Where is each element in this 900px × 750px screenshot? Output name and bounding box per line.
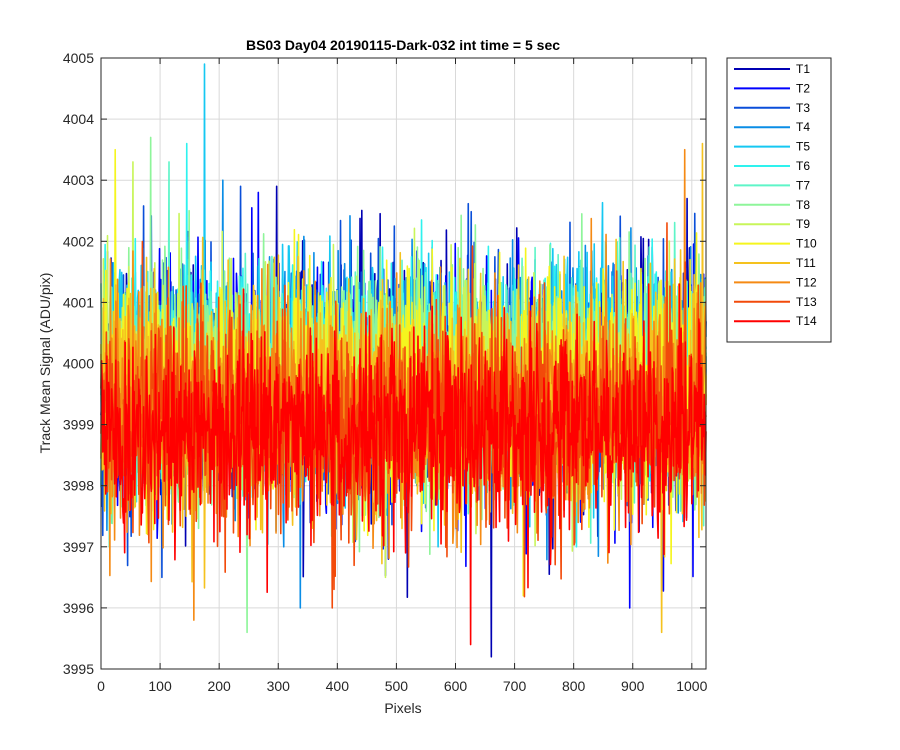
y-tick-label: 3996 [63,600,94,616]
legend-label: T11 [796,256,816,270]
legend-entry-t6: T6 [734,159,810,173]
legend-entry-t13: T13 [734,295,817,309]
y-tick-label: 3999 [63,417,94,433]
y-tick-label: 4002 [63,233,94,249]
legend-entry-t10: T10 [734,237,817,251]
y-tick-label: 3995 [63,661,94,677]
x-tick-label: 700 [503,678,527,694]
legend-label: T6 [796,159,810,173]
series-group [100,63,707,658]
legend-entry-t14: T14 [734,314,817,328]
x-tick-label: 0 [97,678,105,694]
series-line-t14 [100,283,707,646]
y-tick-label: 3997 [63,539,94,555]
legend: T1 T2 T3 T4 T5 T6 T7 T8 T9 T10 T11 T12 T13 T14 [726,57,832,343]
legend-entry-t7: T7 [734,178,810,192]
x-tick-label: 800 [562,678,586,694]
legend-entry-t1: T1 [734,62,810,76]
legend-entry-t11: T11 [734,256,816,270]
legend-label: T8 [796,198,810,212]
y-tick-label: 3998 [63,478,94,494]
y-tick-label: 4004 [63,111,94,127]
y-tick-label: 4003 [63,172,94,188]
legend-label: T1 [796,62,810,76]
x-axis-label: Pixels [384,700,421,716]
legend-entry-t5: T5 [734,140,810,154]
chart-title: BS03 Day04 20190115-Dark-032 int time = … [246,37,560,53]
y-tick-label: 4001 [63,294,94,310]
legend-label: T13 [796,295,817,309]
x-tick-label: 500 [385,678,409,694]
legend-label: T12 [796,275,817,289]
y-axis-label: Track Mean Signal (ADU/pix) [37,273,53,454]
legend-label: T7 [796,178,810,192]
x-tick-label: 200 [207,678,231,694]
legend-label: T9 [796,217,810,231]
legend-entry-t9: T9 [734,217,810,231]
ticks: 0 100 200 300 400 500 600 700 800 900 1000 3995 3996… [63,50,708,694]
y-tick-label: 4000 [63,356,94,372]
legend-label: T10 [796,237,817,251]
legend-entry-t12: T12 [734,275,817,289]
legend-box [726,57,832,343]
x-tick-label: 600 [444,678,468,694]
x-tick-label: 300 [267,678,291,694]
legend-label: T14 [796,314,817,328]
legend-entry-t3: T3 [734,101,810,115]
legend-label: T4 [796,120,810,134]
legend-entry-t8: T8 [734,198,810,212]
x-tick-label: 1000 [676,678,707,694]
y-tick-label: 4005 [63,50,94,66]
legend-entry-t4: T4 [734,120,810,134]
legend-label: T2 [796,81,810,95]
x-tick-label: 400 [326,678,350,694]
legend-label: T5 [796,140,810,154]
x-tick-label: 900 [621,678,645,694]
legend-label: T3 [796,101,810,115]
legend-entry-t2: T2 [734,81,810,95]
x-tick-label: 100 [148,678,172,694]
